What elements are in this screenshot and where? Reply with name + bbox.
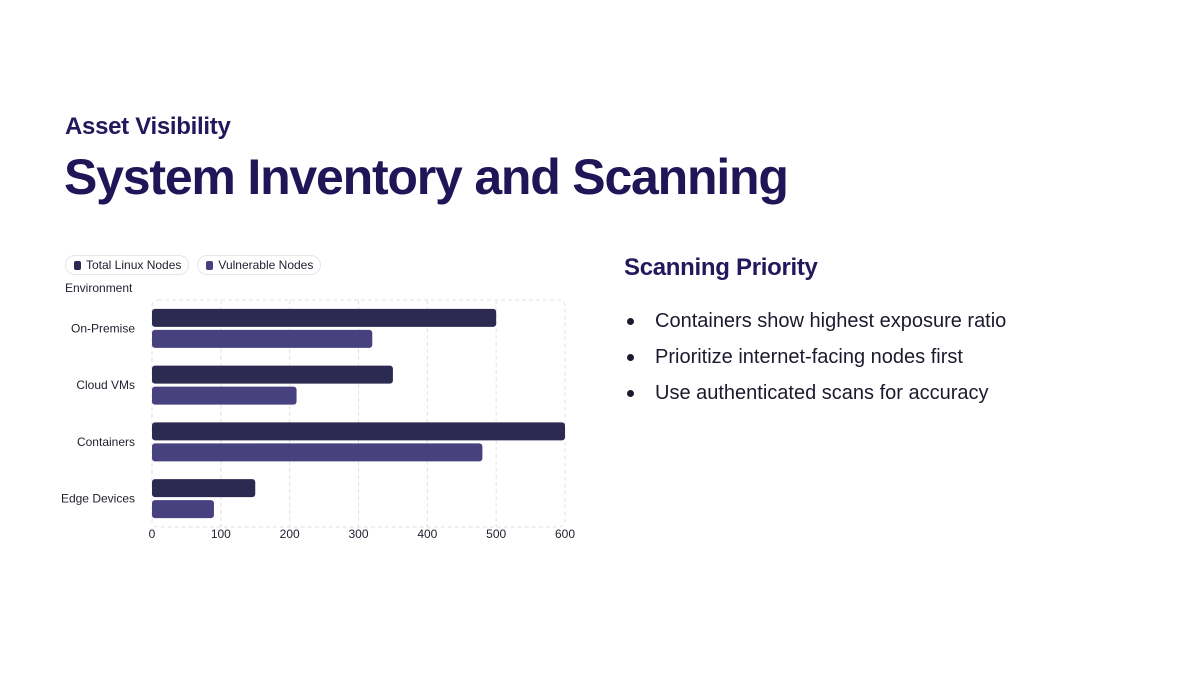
- bar-total-linux-nodes: [152, 308, 497, 327]
- x-tick-label: 100: [211, 527, 231, 541]
- legend-item-total[interactable]: Total Linux Nodes: [65, 255, 190, 275]
- bullet-text: Prioritize internet-facing nodes first: [655, 345, 963, 368]
- x-tick-label: 500: [486, 527, 506, 541]
- panel-heading: Scanning Priority: [624, 254, 818, 281]
- bar-vulnerable-nodes: [152, 329, 373, 348]
- y-category-label: Cloud VMs: [76, 378, 135, 392]
- x-tick-label: 200: [280, 527, 300, 541]
- y-category-label: Edge Devices: [61, 492, 135, 506]
- bullet-dot-icon: [627, 317, 634, 325]
- page-title: System Inventory and Scanning: [64, 149, 789, 205]
- legend-label-vulnerable: Vulnerable Nodes: [218, 258, 314, 272]
- bullet-dot-icon: [627, 353, 634, 361]
- x-tick-label: 300: [348, 527, 368, 541]
- bar-total-linux-nodes: [152, 479, 256, 498]
- bar-vulnerable-nodes: [152, 443, 483, 462]
- bullet-item: Prioritize internet-facing nodes first: [625, 339, 1006, 375]
- bullet-text: Use authenticated scans for accuracy: [655, 381, 989, 404]
- x-tick-label: 600: [555, 527, 575, 541]
- bar-chart: 0 100 200 300 400 500 600 Environment On-Premise…: [61, 281, 575, 541]
- y-axis-title: Environment: [65, 281, 133, 295]
- legend-swatch-total: [74, 260, 81, 270]
- legend-item-vulnerable[interactable]: Vulnerable Nodes: [197, 255, 322, 275]
- y-category-label: On-Premise: [71, 321, 135, 335]
- bar-total-linux-nodes: [152, 365, 393, 384]
- bullet-item: Use authenticated scans for accuracy: [625, 375, 1006, 411]
- bar-vulnerable-nodes: [152, 386, 297, 405]
- bar-vulnerable-nodes: [152, 500, 214, 519]
- y-category-label: Containers: [77, 435, 135, 449]
- x-tick-label: 0: [149, 527, 156, 541]
- x-tick-label: 400: [417, 527, 437, 541]
- legend-label-total: Total Linux Nodes: [86, 258, 182, 272]
- bullet-dot-icon: [627, 389, 634, 397]
- legend-swatch-vulnerable: [206, 260, 214, 270]
- bullet-text: Containers show highest exposure ratio: [655, 309, 1007, 332]
- bullet-list: Containers show highest exposure ratio P…: [625, 303, 1006, 411]
- bullet-item: Containers show highest exposure ratio: [625, 303, 1006, 339]
- section-kicker: Asset Visibility: [65, 113, 231, 140]
- chart-legend: Total Linux Nodes Vulnerable Nodes: [65, 255, 322, 275]
- bar-total-linux-nodes: [152, 422, 565, 441]
